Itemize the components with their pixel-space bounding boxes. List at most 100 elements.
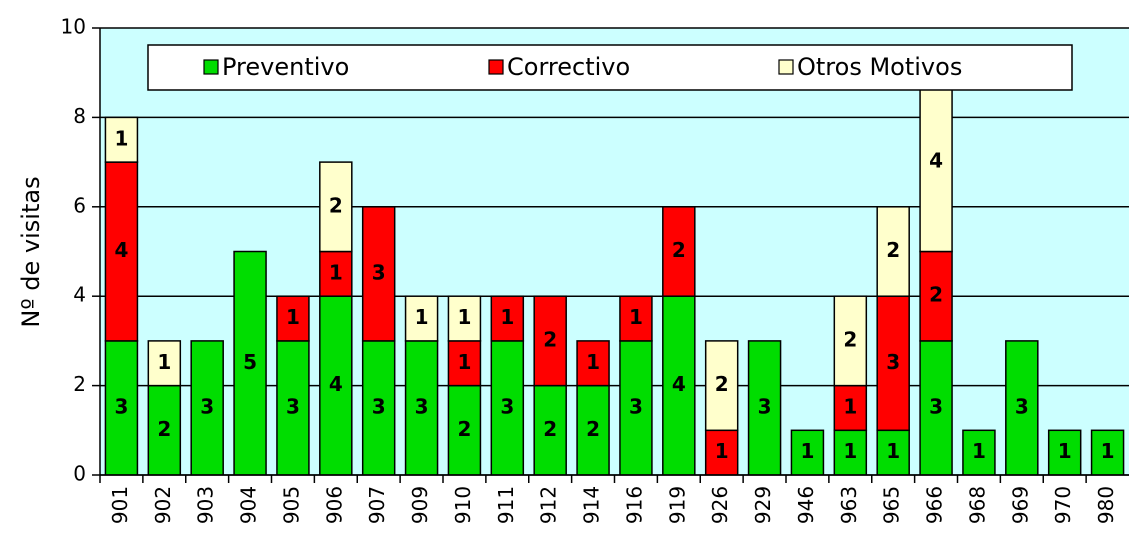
y-tick-label: 6: [73, 193, 86, 217]
legend-swatch: [203, 59, 219, 75]
x-tick-label: 905: [279, 486, 303, 524]
bar-segment: [104, 340, 139, 475]
data-label: 3: [886, 350, 900, 374]
data-label: 1: [1101, 439, 1115, 463]
bar-segment: [662, 206, 696, 297]
x-tick-label: 980: [1094, 486, 1118, 524]
bar-segment: [319, 161, 353, 253]
legend-swatch: [778, 59, 794, 75]
data-label: 3: [629, 394, 643, 418]
x-tick-label: 970: [1051, 486, 1075, 524]
y-tick-label: 4: [73, 283, 86, 307]
bar-segment: [1005, 340, 1039, 475]
data-label: 1: [157, 350, 171, 374]
x-tick-label: 903: [194, 486, 218, 524]
x-tick-label: 946: [794, 486, 818, 524]
legend-box: [147, 44, 1073, 91]
bar-segment: [447, 295, 482, 342]
y-tick-label: 10: [61, 15, 86, 39]
data-label: 1: [1058, 439, 1072, 463]
x-tick-label: 926: [708, 486, 732, 524]
bar-segment: [490, 295, 525, 342]
data-label: 1: [500, 305, 514, 329]
x-tick-label: 969: [1008, 486, 1032, 524]
data-label: 1: [457, 350, 471, 374]
legend-label: Correctivo: [507, 53, 630, 81]
data-label: 2: [543, 327, 557, 351]
bar-segment: [490, 340, 525, 475]
data-label: 2: [586, 417, 600, 441]
data-label: 2: [672, 238, 686, 262]
bar-segment: [233, 250, 267, 475]
data-label: 4: [114, 238, 128, 262]
bar-segment: [1090, 429, 1125, 475]
data-label: 1: [586, 350, 600, 374]
data-label: 3: [372, 394, 386, 418]
data-label: 5: [243, 350, 257, 374]
bar-segment: [104, 116, 139, 163]
data-label: 1: [972, 439, 986, 463]
bar-segment: [533, 295, 567, 387]
y-axis-label: Nº de visitas: [17, 176, 45, 327]
data-label: 2: [157, 417, 171, 441]
bar-segment: [276, 295, 310, 342]
data-label: 3: [200, 394, 214, 418]
data-label: 2: [886, 238, 900, 262]
bar-segment: [619, 340, 653, 475]
y-tick-label: 2: [73, 372, 86, 396]
x-tick-label: 919: [665, 486, 689, 524]
data-label: 3: [415, 394, 429, 418]
data-label: 3: [1015, 394, 1029, 418]
bar-segment: [447, 340, 482, 387]
bar-segment: [704, 340, 739, 432]
data-label: 3: [286, 394, 300, 418]
data-label: 3: [500, 394, 514, 418]
bar-segment: [361, 206, 396, 342]
data-label: 1: [715, 439, 729, 463]
data-label: 1: [843, 394, 857, 418]
data-label: 3: [929, 394, 943, 418]
data-label: 2: [843, 327, 857, 351]
x-tick-label: 910: [451, 486, 475, 524]
bar-segment: [833, 295, 868, 387]
data-label: 4: [329, 372, 343, 396]
x-tick-label: 963: [837, 486, 861, 524]
x-tick-label: 929: [751, 486, 775, 524]
data-label: 1: [114, 126, 128, 150]
x-tick-label: 965: [880, 486, 904, 524]
y-tick-label: 8: [73, 104, 86, 128]
data-label: 1: [286, 305, 300, 329]
x-tick-label: 916: [622, 486, 646, 524]
bar-segment: [533, 384, 567, 475]
x-tick-label: 906: [322, 486, 346, 524]
x-tick-label: 902: [151, 486, 175, 524]
data-label: 4: [672, 372, 686, 396]
bar-segment: [919, 250, 953, 342]
bars: 3 4 1 2 1 3 5 3 1 4 1 2 3 3 3 1 2 1 1 3 1 2 2 2 1 3 1 4 2 1 2 3 1 1 1 2 1 3 2 3…: [104, 71, 1125, 475]
data-label: 1: [457, 305, 471, 329]
legend-label: Preventivo: [222, 53, 349, 81]
data-label: 4: [929, 149, 943, 173]
x-tick-label: 904: [237, 486, 261, 524]
x-tick-label: 912: [537, 486, 561, 524]
x-tick-label: 907: [365, 486, 389, 524]
bar-segment: [147, 340, 182, 387]
x-tick-label: 966: [923, 486, 947, 524]
data-label: 1: [800, 439, 814, 463]
plot-area: [100, 28, 1129, 475]
data-label: 2: [543, 417, 557, 441]
x-tick-label: 901: [108, 486, 132, 524]
data-label: 2: [929, 283, 943, 307]
bar-segment: [576, 340, 610, 387]
data-label: 1: [415, 305, 429, 329]
x-tick-label: 968: [965, 486, 989, 524]
x-tick-label: 914: [580, 486, 604, 524]
legend-swatch: [488, 59, 504, 75]
y-tick-label: 0: [73, 462, 86, 486]
bar-segment: [747, 340, 782, 475]
bar-segment: [704, 429, 739, 475]
data-label: 3: [372, 260, 386, 284]
x-tick-label: 911: [494, 486, 518, 524]
data-label: 3: [114, 394, 128, 418]
